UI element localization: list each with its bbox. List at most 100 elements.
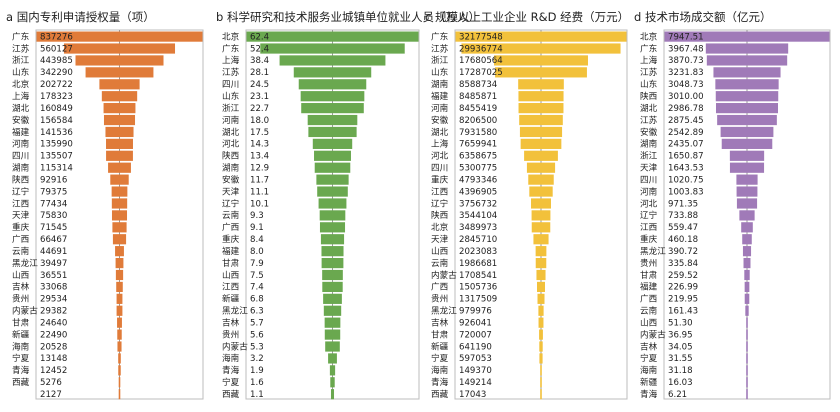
value-label: 29534 — [40, 295, 67, 305]
value-label: 3544104 — [459, 211, 497, 221]
value-label: 29936774 — [459, 44, 503, 54]
region-label: 河北 — [431, 150, 449, 162]
region-label: 广东 — [222, 42, 240, 54]
value-label: 8206500 — [459, 116, 497, 126]
bar — [744, 269, 750, 281]
region-label: 吉林 — [222, 316, 240, 328]
bar — [103, 103, 136, 114]
value-label: 641190 — [459, 342, 492, 352]
bar — [112, 222, 127, 233]
bar — [105, 126, 134, 138]
bar — [319, 222, 346, 233]
region-label: 内蒙古 — [12, 305, 38, 317]
value-label: 178323 — [40, 92, 73, 102]
region-label: 山东 — [431, 66, 449, 78]
bar — [298, 79, 367, 90]
region-label: 上海 — [640, 54, 658, 66]
region-label: 福建 — [431, 90, 449, 102]
bar — [746, 353, 748, 364]
bar — [729, 150, 765, 161]
bar — [317, 186, 348, 197]
value-label: 10.1 — [250, 199, 269, 209]
value-label: 1317509 — [459, 295, 497, 305]
bar — [519, 126, 563, 138]
bar — [99, 79, 140, 90]
bar — [539, 341, 543, 352]
bar — [118, 353, 121, 364]
value-label: 3967.48 — [668, 44, 704, 54]
region-label: 宁夏 — [222, 376, 240, 388]
value-label: 38.4 — [250, 56, 269, 66]
region-label: 福建 — [640, 281, 658, 293]
region-label: 安徽 — [431, 114, 449, 126]
region-label: 重庆 — [222, 233, 240, 245]
region-label: 重庆 — [12, 221, 30, 233]
value-label: 3756732 — [459, 199, 497, 209]
bar — [118, 389, 121, 400]
region-label: 四川 — [222, 80, 239, 90]
bar — [455, 31, 627, 42]
value-label: 135990 — [40, 140, 73, 150]
value-label: 1986681 — [459, 259, 497, 269]
chart-title: b 科学研究和技术服务业城镇单位就业人员（万人） — [216, 10, 480, 24]
region-label: 新疆 — [12, 328, 30, 340]
value-label: 226.99 — [668, 283, 698, 293]
value-label: 17680564 — [459, 56, 503, 66]
region-label: 山西 — [12, 270, 30, 281]
region-label: 天津 — [12, 210, 30, 221]
bar — [318, 198, 347, 209]
bar — [746, 329, 748, 340]
bar — [746, 317, 748, 328]
bar — [325, 341, 340, 352]
region-label: 河北 — [222, 138, 240, 150]
region-label: 江苏 — [12, 42, 30, 54]
region-label: 浙江 — [431, 54, 449, 66]
region-label: 辽宁 — [222, 197, 239, 209]
bar — [330, 389, 335, 400]
bar — [535, 257, 547, 269]
bar — [715, 91, 779, 102]
region-label: 浙江 — [222, 102, 240, 114]
region-label: 青海 — [640, 388, 658, 400]
bar — [721, 138, 773, 149]
bar — [115, 269, 124, 281]
value-label: 3048.73 — [668, 80, 704, 90]
value-label: 5.7 — [250, 318, 264, 328]
value-label: 51.30 — [668, 318, 693, 328]
value-label: 335.84 — [668, 259, 698, 269]
bar — [322, 269, 343, 281]
bar — [101, 91, 138, 102]
chart-title: c 规模以上工业企业 R&D 经费（万元） — [425, 10, 629, 24]
value-label: 17.5 — [250, 128, 269, 138]
bar — [106, 150, 133, 161]
bar — [528, 174, 554, 185]
region-label: 陕西 — [431, 209, 449, 221]
region-label: 甘肃 — [431, 328, 449, 340]
value-label: 17043 — [459, 390, 486, 400]
region-label: 吉林 — [640, 340, 658, 352]
value-label: 22.7 — [250, 104, 269, 114]
value-label: 1003.83 — [668, 187, 704, 197]
bar — [715, 103, 779, 114]
bar — [117, 317, 122, 328]
region-label: 宁夏 — [431, 352, 449, 364]
value-label: 75830 — [40, 211, 67, 221]
region-label: 江苏 — [640, 114, 658, 126]
value-label: 9.1 — [250, 223, 264, 233]
bar — [729, 162, 765, 173]
bar — [461, 43, 621, 54]
bar — [495, 67, 587, 78]
region-label: 天津 — [431, 234, 449, 245]
region-label: 西藏 — [12, 376, 30, 388]
region-label: 浙江 — [640, 150, 658, 162]
bar — [330, 377, 335, 388]
region-label: 新疆 — [222, 293, 240, 305]
value-label: 7.5 — [250, 271, 264, 281]
bar — [526, 162, 556, 173]
value-label: 156584 — [40, 116, 73, 126]
value-label: 36551 — [40, 271, 67, 281]
region-label: 北京 — [640, 30, 658, 42]
bar — [538, 317, 544, 328]
region-label: 内蒙古 — [431, 269, 457, 281]
bar — [111, 210, 128, 221]
